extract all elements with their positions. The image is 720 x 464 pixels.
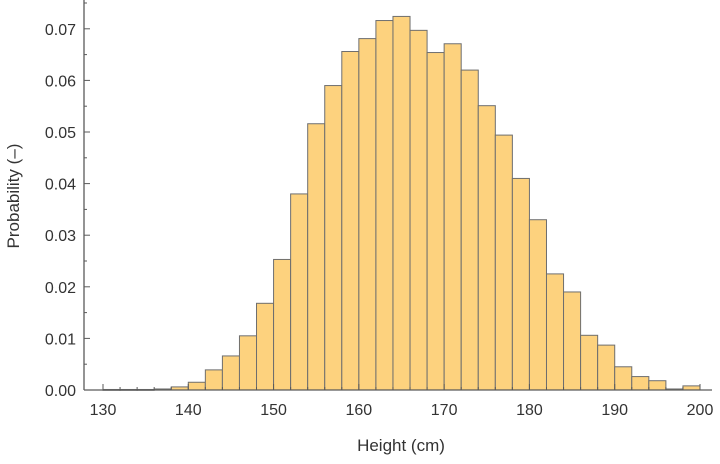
histogram-bar [358, 38, 377, 391]
y-tick-label: 0.07 [45, 22, 76, 39]
histogram-bar [597, 344, 616, 391]
histogram-bar [494, 134, 513, 391]
x-tick-label: 180 [516, 402, 543, 419]
histogram-bar [648, 380, 667, 391]
histogram-bar [375, 20, 394, 391]
histogram-bar [563, 291, 582, 391]
histogram-bar [187, 381, 206, 391]
histogram-bar [545, 273, 565, 391]
histogram-bar [528, 219, 547, 391]
histogram-bar [341, 51, 360, 391]
histogram-bar [614, 366, 633, 391]
bars-group [102, 15, 701, 391]
x-tick-label: 160 [346, 402, 373, 419]
histogram-bar [580, 334, 599, 391]
y-tick-label: 0.01 [45, 331, 76, 348]
histogram-bar [460, 69, 479, 391]
y-tick-label: 0.02 [45, 280, 76, 297]
histogram-bar [631, 376, 650, 391]
histogram-bar [324, 85, 343, 391]
y-tick-label: 0.04 [45, 177, 76, 194]
histogram-bar [273, 258, 292, 391]
x-tick-label: 200 [687, 402, 714, 419]
histogram-bar [256, 302, 275, 391]
histogram-bar [511, 177, 530, 391]
histogram-bar [238, 335, 258, 391]
y-tick-label: 0.00 [45, 383, 76, 400]
x-ticks-group: 130 140 150 160 170 180 190 200 [90, 384, 714, 419]
histogram-bar [409, 29, 428, 391]
histogram-bar [443, 43, 462, 391]
histogram-bar [426, 52, 445, 391]
x-tick-label: 190 [601, 402, 628, 419]
histogram-bar [477, 105, 496, 391]
histogram-bar [307, 123, 326, 391]
y-axis-title: Probability (–) [4, 144, 23, 249]
y-tick-label: 0.06 [45, 73, 76, 90]
histogram-bar [221, 355, 240, 391]
y-tick-label: 0.03 [45, 228, 76, 245]
histogram-bar [392, 15, 411, 391]
histogram-bar [290, 193, 309, 391]
histogram-bar [204, 369, 223, 391]
x-tick-label: 140 [175, 402, 202, 419]
x-axis-title: Height (cm) [357, 436, 445, 455]
x-tick-label: 130 [90, 402, 117, 419]
y-ticks-group: 0.00 0.01 0.02 0.03 0.04 0.05 0.06 0.07 [45, 2, 90, 400]
x-tick-label: 170 [431, 402, 458, 419]
x-tick-label: 150 [260, 402, 287, 419]
y-tick-label: 0.05 [45, 125, 76, 142]
